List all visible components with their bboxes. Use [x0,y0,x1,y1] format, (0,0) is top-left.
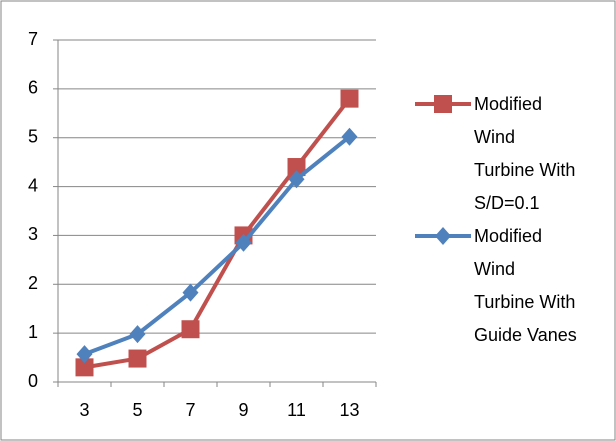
y-tick-label: 7 [28,29,38,49]
data-point [235,233,252,252]
data-point [287,158,306,177]
legend-marker [435,227,451,245]
data-point [128,349,147,368]
y-tick-label: 2 [28,273,38,293]
legend-marker [434,95,452,113]
x-tick-label: 11 [287,400,306,420]
y-tick-label: 1 [28,322,38,342]
data-point [181,320,200,339]
x-tick-label: 13 [339,400,359,420]
x-tick-label: 9 [238,400,248,420]
data-point [340,89,359,108]
y-tick-label: 4 [28,175,38,195]
x-tick-label: 7 [185,400,195,420]
data-point [341,127,358,146]
y-tick-label: 6 [28,78,38,98]
x-tick-label: 5 [132,400,142,420]
data-point [288,170,305,189]
y-tick-label: 3 [28,224,38,244]
x-tick-label: 3 [79,400,89,420]
legend-label: Modified Wind Turbine With S/D=0.1 [474,94,576,213]
data-point [129,325,146,344]
y-tick-label: 5 [28,126,38,146]
data-point [76,345,93,364]
legend-label: Modified Wind Turbine With Guide Vanes [474,226,577,345]
data-point [75,358,94,377]
data-point [182,283,199,302]
y-tick-label: 0 [28,371,38,391]
series-line [83,135,351,357]
